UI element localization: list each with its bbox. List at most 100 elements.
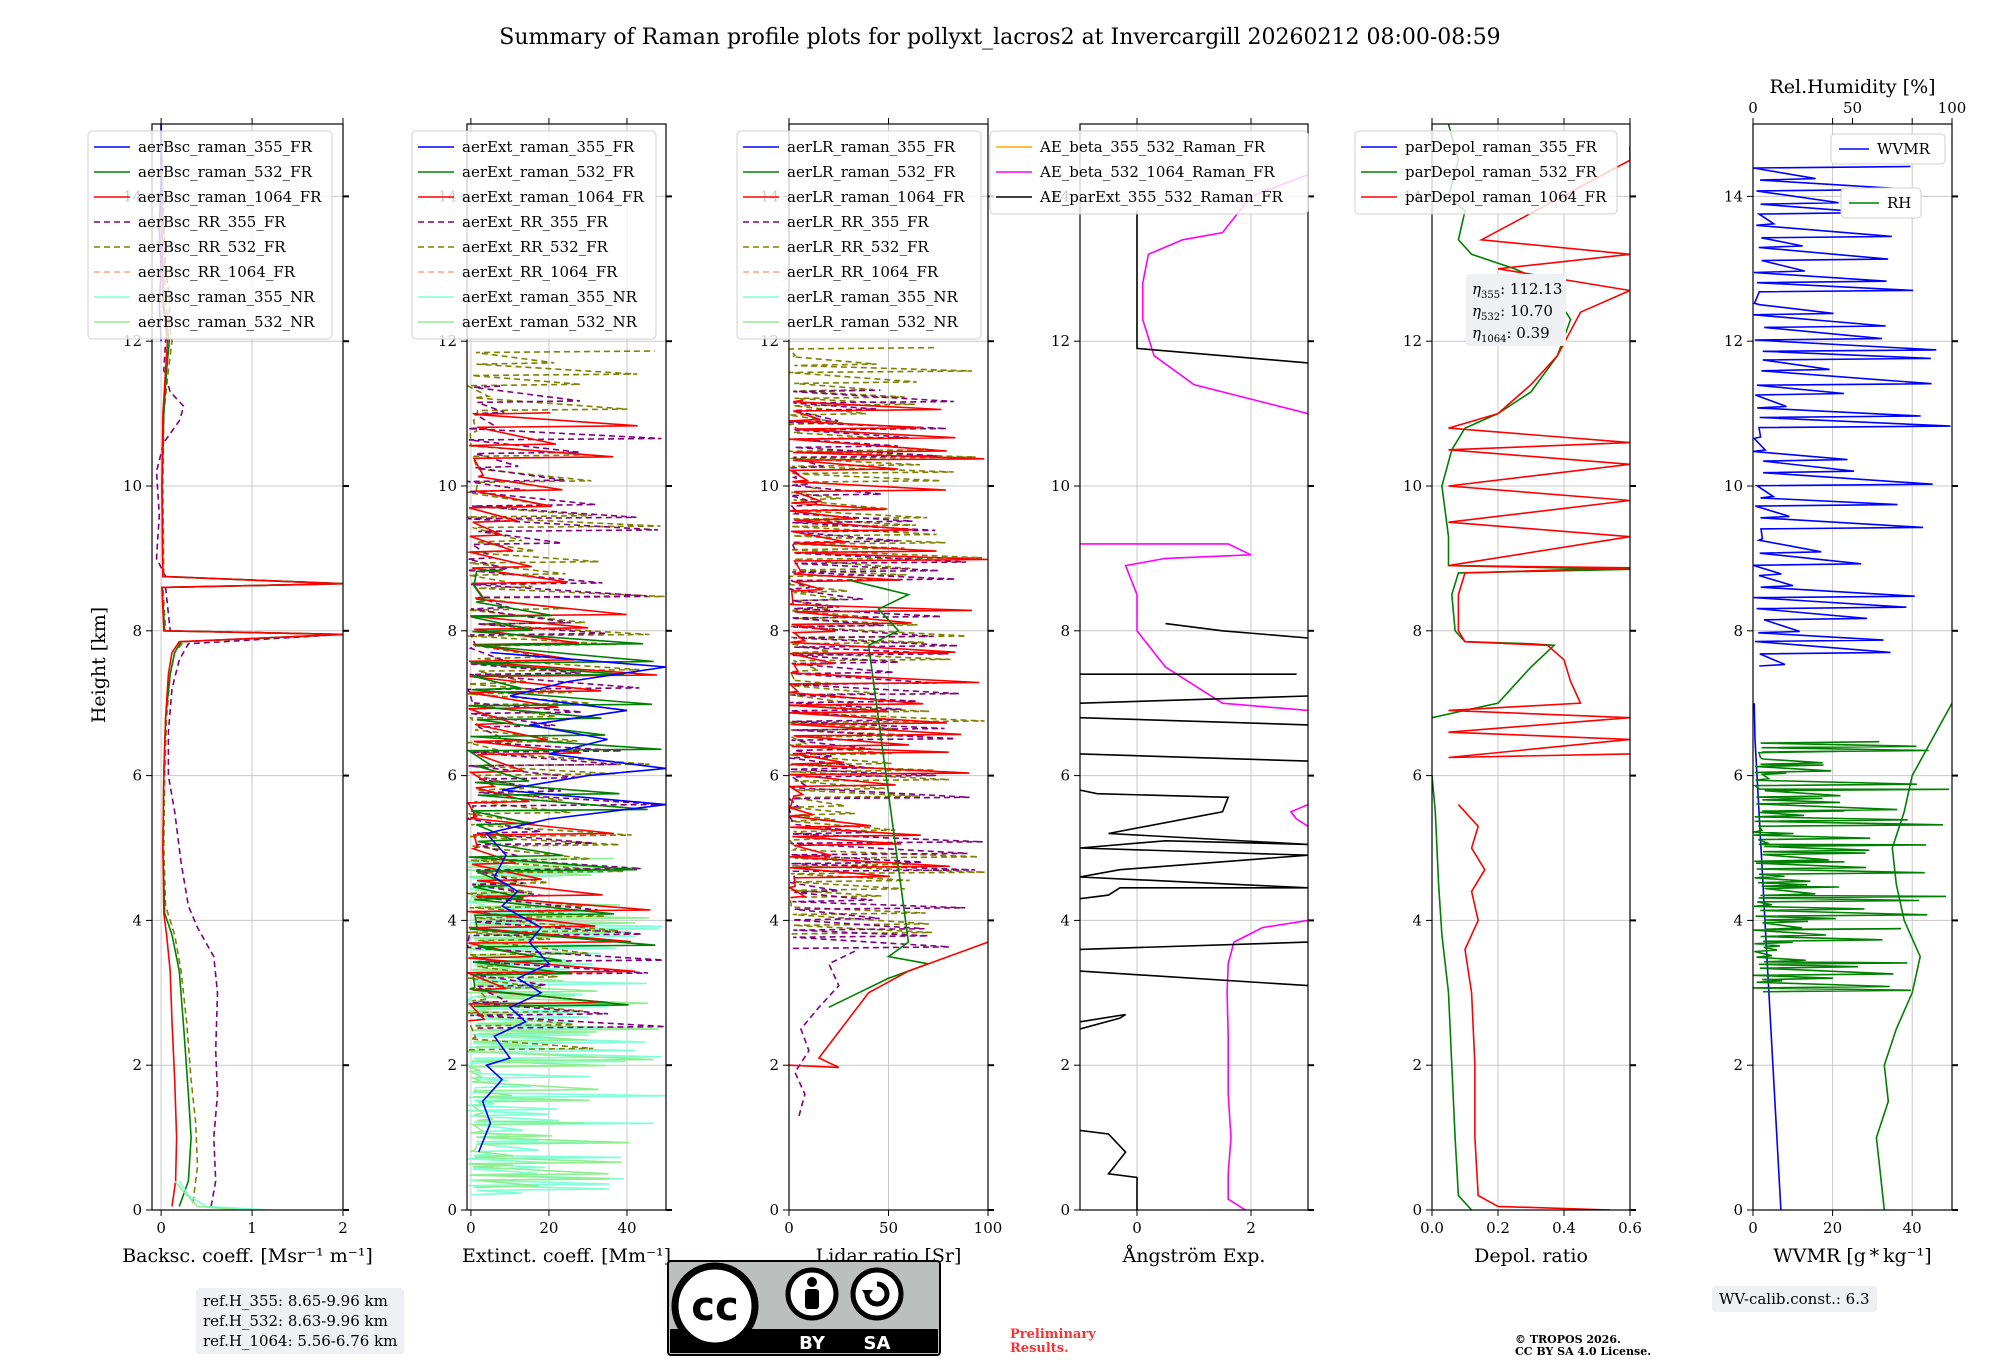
series-RH_upper xyxy=(1753,740,1950,993)
ref-height-532: ref.H_532: 8.63-9.96 km xyxy=(203,1312,388,1330)
panel-angstrom: 0202468101214Ångström Exp.AE_beta_355_53… xyxy=(989,118,1314,1267)
legend-label: aerBsc_raman_1064_FR xyxy=(138,188,322,206)
y-tick-label: 6 xyxy=(447,767,457,785)
cc-circle-icon xyxy=(671,1262,759,1350)
preliminary-line-2: Results. xyxy=(1010,1341,1069,1356)
x-tick-label: 100 xyxy=(974,1219,1003,1237)
x-tick-label: 0 xyxy=(1748,1219,1758,1237)
y-tick-label: 2 xyxy=(132,1056,142,1074)
legend-label: AE_beta_355_532_Raman_FR xyxy=(1039,138,1266,156)
series-aerLR_RR_355_FR_low xyxy=(794,948,859,1117)
y-tick-label: 10 xyxy=(1051,477,1070,495)
legend-box xyxy=(736,130,982,340)
x-tick-label: 40 xyxy=(617,1219,636,1237)
series-AE_parExt_355_532_Raman_FR_a xyxy=(1080,1013,1127,1030)
x-axis-label: Ångström Exp. xyxy=(1122,1245,1266,1267)
eta-subscript: 532 xyxy=(1481,312,1500,323)
wv-calib-text: WV-calib.const.: 6.3 xyxy=(1719,1290,1870,1308)
y-tick-label: 4 xyxy=(132,911,142,929)
legend-label: aerExt_raman_355_FR xyxy=(462,138,635,156)
series-AE_parExt_355_532_Raman_FR_i xyxy=(1165,622,1308,639)
x-axis-label: Depol. ratio xyxy=(1474,1245,1588,1267)
legend-label: aerBsc_raman_532_NR xyxy=(138,313,315,331)
legend-label: RH xyxy=(1887,194,1911,212)
plot-frame xyxy=(1079,123,1309,1211)
series-AE_parExt_355_532_Raman_FR_c xyxy=(1080,941,1308,951)
y-tick-label: 4 xyxy=(1412,911,1422,929)
series-parDepol_raman_1064_FR_cloud xyxy=(1448,145,1630,759)
x-axis-label: WVMR [g * kg⁻¹] xyxy=(1773,1245,1931,1267)
top-axis-label: Rel.Humidity [%] xyxy=(1769,76,1935,98)
y-tick-label: 10 xyxy=(760,477,779,495)
x-tick-label: 0 xyxy=(156,1219,166,1237)
legend-label: aerLR_raman_532_FR xyxy=(787,163,956,181)
reference-heights-box: ref.H_355: 8.65-9.96 km ref.H_532: 8.63-… xyxy=(196,1288,405,1354)
cc-by-sa-logo: cc BY SA xyxy=(667,1260,941,1356)
series-group xyxy=(1432,124,1630,1210)
series-aerBsc_RR_532_FR xyxy=(160,124,343,1203)
series-aerBsc_raman_532_NR xyxy=(174,1180,244,1210)
legend-box xyxy=(87,130,333,340)
panel-wvmr: 0 20 40 0 2 4 6 8 10 12 14 WVMR [g * kg⁻¹] 0 50 100Rel… xyxy=(1724,76,1966,1267)
legend-label: parDepol_raman_355_FR xyxy=(1405,138,1598,156)
panel-extinction: 0204002468101214Extinct. coeff. [Mm⁻¹]ae… xyxy=(411,118,672,1267)
y-tick-label: 8 xyxy=(1733,622,1743,640)
x-tick-label: 0.0 xyxy=(1420,1219,1444,1237)
y-tick-label: 2 xyxy=(447,1056,457,1074)
eta-symbol: η xyxy=(1472,302,1481,320)
y-tick-label: 10 xyxy=(123,477,142,495)
legend-label: aerLR_RR_355_FR xyxy=(787,213,929,231)
wv-calib-box: WV-calib.const.: 6.3 xyxy=(1712,1286,1877,1312)
y-tick-label: 4 xyxy=(1060,911,1070,929)
series-group xyxy=(789,346,988,1117)
legend-label: aerExt_raman_355_NR xyxy=(462,288,638,306)
series-aerLR_raman_532_FR xyxy=(828,579,932,1009)
legend-label: aerBsc_RR_532_FR xyxy=(138,238,286,256)
x-tick-label: 20 xyxy=(1823,1219,1842,1237)
y-tick-label: 2 xyxy=(769,1056,779,1074)
x-tick-label: 0.2 xyxy=(1486,1219,1510,1237)
legend-label: aerBsc_raman_355_NR xyxy=(138,288,315,306)
series-aerLR_raman_1064_FR xyxy=(789,399,988,899)
legend-label: parDepol_raman_532_FR xyxy=(1405,163,1598,181)
series-aerBsc_raman_1064_FR xyxy=(160,124,343,1207)
preliminary-note: Preliminary Results. xyxy=(1010,1328,1096,1356)
legend-label: aerExt_raman_532_FR xyxy=(462,163,635,181)
y-tick-label: 8 xyxy=(769,622,779,640)
series-aerExt_raman_532_FR xyxy=(467,569,662,1008)
series-aerBsc_raman_355_NR xyxy=(178,1180,271,1210)
eta-symbol: η xyxy=(1472,324,1481,342)
series-WVMR_upper xyxy=(1753,165,1951,667)
series-aerExt_raman_1064_FR xyxy=(467,412,658,1022)
series-AE_beta_532_1064_Raman_FR_upper xyxy=(1141,173,1308,415)
top-tick-label: 100 xyxy=(1938,99,1967,117)
top-tick-label: 0 xyxy=(1748,99,1758,117)
eta-subscript: 355 xyxy=(1481,290,1500,301)
y-tick-label: 0 xyxy=(1060,1201,1070,1219)
series-AE_parExt_355_532_Raman_FR_d xyxy=(1080,789,1308,900)
x-tick-label: 2 xyxy=(1246,1219,1256,1237)
y-tick-label: 2 xyxy=(1060,1056,1070,1074)
y-tick-label: 8 xyxy=(132,622,142,640)
eta-value: : 10.70 xyxy=(1500,302,1553,320)
legend-label: AE_beta_532_1064_Raman_FR xyxy=(1039,163,1275,181)
x-tick-label: 50 xyxy=(879,1219,898,1237)
series-aerExt_raman_355_FR xyxy=(477,651,666,1153)
legend-label: aerLR_raman_355_NR xyxy=(787,288,958,306)
sa-label: SA xyxy=(864,1333,891,1354)
series-parDepol_raman_532_FR xyxy=(1432,775,1473,1210)
legend-label: aerBsc_RR_355_FR xyxy=(138,213,286,231)
preliminary-line-1: Preliminary xyxy=(1010,1327,1096,1342)
legend-label: aerLR_raman_355_FR xyxy=(787,138,956,156)
copyright-note: © TROPOS 2026. CC BY SA 4.0 License. xyxy=(1515,1334,1651,1358)
x-tick-label: 0 xyxy=(1132,1219,1142,1237)
legend-box xyxy=(1354,130,1618,215)
y-tick-label: 8 xyxy=(1060,622,1070,640)
eta-line: η1064: 0.39 xyxy=(1472,324,1550,345)
legend-label: aerExt_raman_1064_FR xyxy=(462,188,644,206)
series-parDepol_raman_1064_FR xyxy=(1457,804,1611,1210)
eta-box xyxy=(1466,274,1566,346)
legend-label: AE_parExt_355_532_Raman_FR xyxy=(1039,188,1284,206)
series-RH xyxy=(1875,702,1952,1210)
series-AE_parExt_355_532_Raman_FR_f xyxy=(1080,716,1308,726)
